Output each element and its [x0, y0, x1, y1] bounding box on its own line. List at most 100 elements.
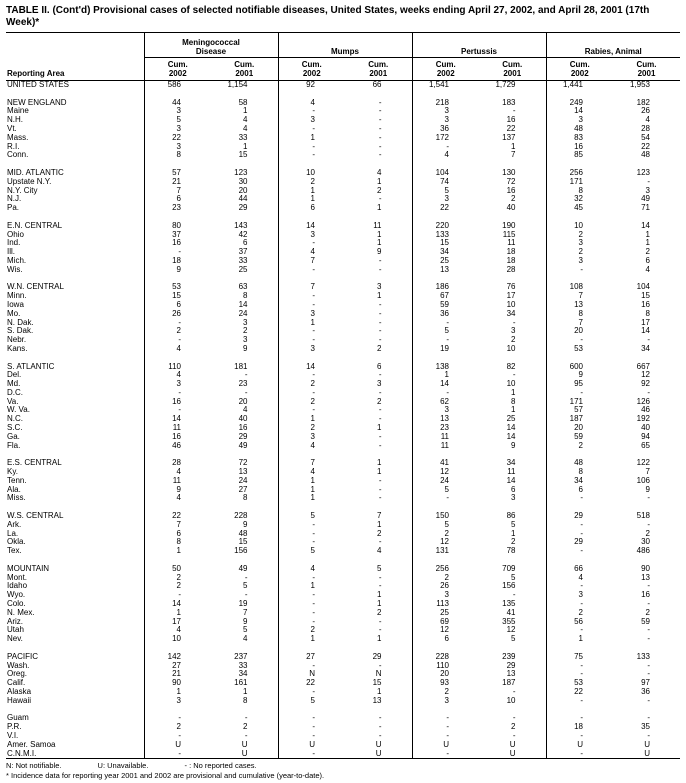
value-cell: 7 [545, 291, 613, 301]
value-cell: 90 [641, 563, 650, 573]
section-gap-cell [545, 274, 613, 284]
value-cell: 10 [143, 634, 211, 644]
value-cell: 45 [545, 203, 613, 213]
value-cell: 1 [277, 133, 345, 143]
value-cell: - [378, 97, 382, 107]
value-cell: 518 [636, 511, 650, 521]
value-cell: 8 [545, 186, 613, 196]
value-cell: 4 [243, 115, 248, 125]
section-gap-row [6, 450, 680, 460]
value-cell: 17 [506, 291, 516, 301]
reporting-area-cell: Mo. [7, 308, 21, 318]
value-cell: - [647, 625, 650, 635]
value-cell: U [411, 740, 479, 750]
table-row: MOUNTAIN 50 49 4 5 256 709 66 90 [6, 563, 680, 574]
table-row: MID. ATLANTIC 57 123 10 4 104 130 256 123 [6, 167, 680, 178]
section-gap-cell [277, 556, 345, 565]
value-cell: - [512, 590, 516, 600]
value-cell: 66 [372, 80, 382, 89]
section-gap-row [6, 353, 680, 363]
section-gap-cell [143, 160, 211, 169]
reporting-area-cell: S. Dak. [7, 326, 34, 336]
value-cell: 34 [238, 669, 248, 679]
value-cell: 8 [243, 695, 248, 705]
value-cell: 3 [511, 493, 516, 503]
legend-unavailable: U: Unavailable. [97, 761, 149, 771]
value-cell: - [545, 520, 613, 530]
reporting-area-cell: S.C. [7, 423, 23, 433]
section-gap-cell [143, 644, 211, 653]
value-cell: 41 [411, 458, 479, 469]
value-cell: 23 [411, 423, 479, 433]
reporting-area-cell: Upstate N.Y. [7, 176, 52, 186]
value-cell: 74 [411, 177, 479, 187]
value-cell: 22 [411, 203, 479, 213]
value-cell: 29 [238, 431, 248, 441]
value-cell: 228 [234, 511, 248, 521]
value-cell: 15 [411, 239, 479, 249]
reporting-area-cell: Idaho [7, 581, 28, 591]
value-cell: 218 [411, 98, 479, 108]
value-cell: 2 [377, 528, 382, 538]
footnote-incidence-note: * Incidence data for reporting year 2001… [6, 770, 325, 780]
value-cell: 2 [511, 335, 516, 345]
value-cell: 1,953 [629, 80, 650, 89]
value-cell: 7 [277, 283, 345, 293]
value-cell: - [411, 318, 479, 328]
value-cell: 16 [143, 239, 211, 249]
value-cell: U [143, 740, 211, 750]
value-cell: 600 [545, 362, 613, 372]
value-cell: 237 [234, 651, 248, 661]
table-row: Miss. 4 8 1 - - 3 - - [6, 493, 680, 504]
value-cell: 1 [377, 238, 382, 248]
reporting-area-cell: Utah [7, 625, 24, 635]
value-cell: - [378, 660, 382, 670]
value-cell: - [378, 115, 382, 125]
table-row: Ark. 7 9 - 1 5 5 - - [6, 520, 680, 530]
value-cell: 115 [502, 229, 516, 239]
value-cell: 3 [243, 335, 248, 345]
value-cell: 2 [645, 607, 650, 617]
section-gap-cell [545, 160, 613, 169]
value-cell: 75 [545, 652, 613, 662]
value-cell: 72 [238, 458, 248, 468]
value-cell: - [277, 687, 345, 697]
value-cell: 5 [243, 581, 248, 591]
section-gap-row [6, 644, 680, 653]
value-cell: - [512, 317, 516, 327]
value-cell: 3 [545, 115, 613, 125]
value-cell: 8 [511, 396, 516, 406]
value-cell: 12 [411, 626, 479, 636]
value-cell: 123 [234, 167, 248, 177]
subheader-cum-2002: Cum. 2002 [277, 57, 345, 81]
table-row: Ind. 16 6 - 1 15 11 3 1 [6, 238, 680, 249]
value-cell: - [512, 686, 516, 696]
value-cell: 13 [411, 265, 479, 275]
value-cell: 29 [372, 651, 382, 661]
value-cell: 2 [545, 247, 613, 257]
value-cell: - [143, 731, 211, 741]
value-cell: 126 [636, 396, 650, 406]
table-row: C.N.M.I. - U - U - U - U [6, 748, 680, 759]
value-cell: 16 [506, 185, 516, 195]
value-cell: 1 [511, 387, 516, 397]
value-cell: 3 [411, 406, 479, 416]
table-row: Mass. 22 33 1 - 172 137 83 54 [6, 133, 680, 143]
value-cell: 92 [277, 80, 345, 90]
value-cell: 8 [545, 467, 613, 477]
table-row: Maine 3 1 - - 3 - 14 26 [6, 107, 680, 117]
value-cell: - [244, 370, 248, 380]
value-cell: 1 [243, 141, 248, 151]
value-cell: 34 [641, 343, 650, 353]
reporting-area-cell: W. Va. [7, 405, 30, 415]
value-cell: 27 [277, 652, 345, 662]
value-cell: 57 [143, 168, 211, 178]
value-cell: U [241, 748, 248, 758]
section-gap-cell [545, 503, 613, 513]
table-row: Kans. 4 9 3 2 19 10 53 34 [6, 343, 680, 354]
value-cell: - [378, 387, 382, 397]
reporting-area-cell: Nebr. [7, 335, 27, 345]
value-cell: 5 [277, 511, 345, 521]
table-row: PACIFIC 142 237 27 29 228 239 75 133 [6, 651, 680, 662]
